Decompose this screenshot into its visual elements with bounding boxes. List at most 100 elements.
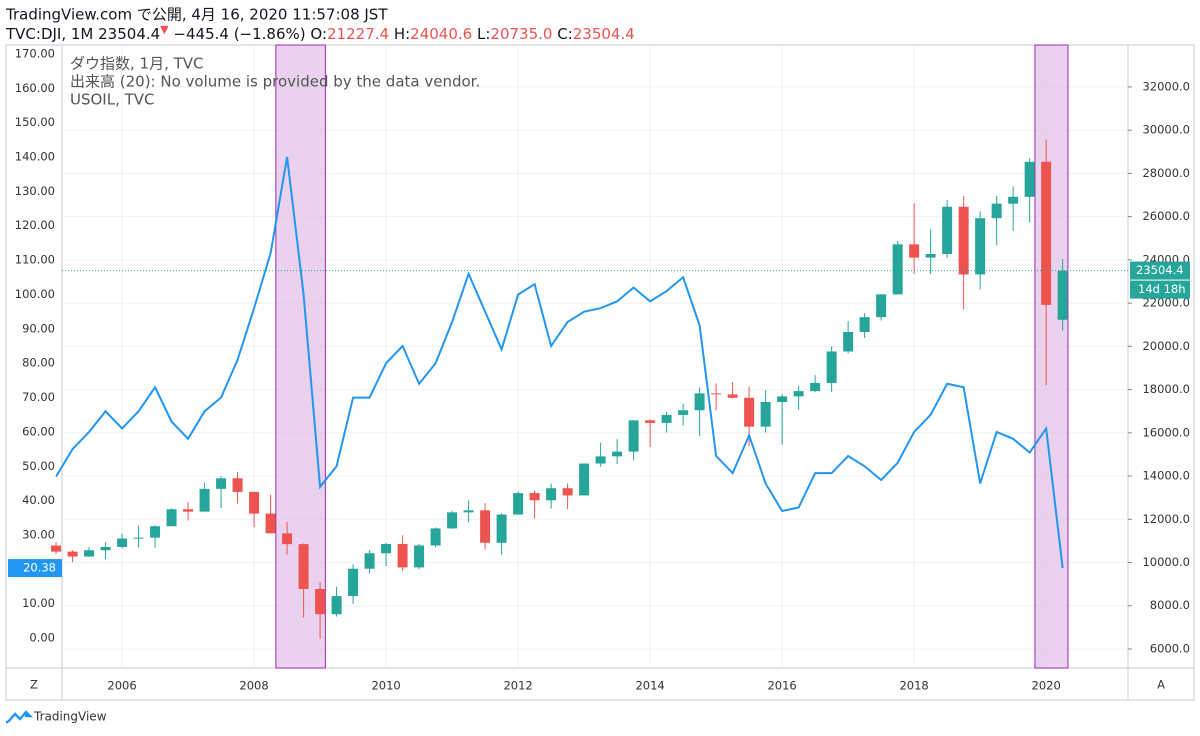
candle-body: [892, 244, 903, 295]
candle-body: [595, 456, 606, 464]
legend-volume: 出来高 (20): No volume is provided by the d…: [70, 73, 480, 91]
candle-body: [925, 254, 936, 258]
l-label: L:: [477, 25, 490, 43]
candle-body: [183, 509, 194, 512]
y2-tick-label: 12000.0: [1142, 512, 1190, 526]
candle-body: [133, 537, 144, 539]
candle-body: [579, 463, 590, 496]
candle-body: [430, 528, 441, 546]
y2-tick-label: 6000.0: [1150, 641, 1190, 655]
y-tick-label: 170.00: [15, 46, 55, 60]
candle-body: [777, 396, 788, 403]
candle-body: [876, 294, 887, 318]
candle-body: [694, 393, 705, 411]
candle-body: [265, 513, 276, 534]
y-tick-label: 80.00: [22, 356, 55, 370]
candle-body: [414, 545, 425, 568]
candle-body: [232, 478, 243, 492]
candle-body: [678, 410, 689, 415]
y2-tick-label: 8000.0: [1150, 598, 1190, 612]
candle-body: [760, 402, 771, 427]
candle-body: [727, 394, 738, 398]
candle-body: [282, 533, 293, 545]
corner-z[interactable]: Z: [30, 678, 38, 692]
y2-tick-label: 14000.0: [1142, 469, 1190, 483]
symbol: TVC:DJI, 1M 23504.4: [5, 25, 160, 43]
y-tick-label: 160.00: [15, 81, 55, 95]
candle-body: [496, 514, 507, 543]
candle-body: [513, 493, 524, 515]
legend-oil: USOIL, TVC: [70, 91, 155, 109]
candle-body: [942, 206, 953, 255]
candle-body: [1041, 161, 1052, 305]
candle-body: [100, 546, 111, 551]
plot: [51, 44, 1128, 669]
candle-body: [529, 493, 540, 501]
oil-last-box: [8, 559, 62, 578]
header-ohlc: TVC:DJI, 1M 23504.4▼ −445.4 (−1.86%) O:2…: [5, 23, 635, 43]
l: 20735.0: [490, 25, 552, 43]
candle-body: [348, 568, 359, 597]
candle-body: [84, 550, 95, 557]
candle-body: [249, 491, 260, 514]
x-tick-label: 2010: [371, 679, 400, 693]
candle-body: [67, 551, 78, 557]
candle-body: [1057, 270, 1068, 320]
candle-body: [793, 391, 804, 397]
y-tick-label: 100.00: [15, 287, 55, 301]
candle-body: [447, 512, 458, 529]
y-tick-label: 40.00: [22, 493, 55, 507]
y2-tick-label: 16000.0: [1142, 425, 1190, 439]
candle-body: [150, 526, 161, 538]
y-tick-label: 90.00: [22, 321, 55, 335]
candle-body: [991, 203, 1002, 219]
candle-body: [315, 588, 326, 615]
candle-body: [826, 351, 837, 383]
candle-body: [645, 420, 656, 423]
candle-body: [909, 244, 920, 258]
logo: [6, 710, 33, 724]
candle-body: [661, 414, 672, 423]
c: 23504.4: [573, 25, 635, 43]
y2-tick-label: 10000.0: [1142, 555, 1190, 569]
header-title: TradingView.com で公開, 4月 16, 2020 11:57:0…: [5, 6, 388, 24]
candle-body: [612, 451, 623, 457]
candle-body: [298, 544, 309, 589]
candle-body: [364, 553, 375, 569]
x-tick-label: 2014: [635, 679, 664, 693]
y-tick-label: 120.00: [15, 218, 55, 232]
y-tick-label: 110.00: [15, 253, 55, 267]
oil-line: [55, 156, 1064, 569]
candle-body: [463, 510, 474, 513]
candle-body: [810, 382, 821, 392]
candle-body: [546, 488, 557, 501]
y-tick-label: 10.00: [22, 596, 55, 610]
last-price-label: 23504.4: [1136, 263, 1184, 277]
candle-body: [397, 543, 408, 568]
c-label: C:: [557, 25, 573, 43]
candle-body: [166, 509, 177, 527]
candle-body: [216, 478, 227, 489]
corner-a[interactable]: A: [1157, 678, 1165, 692]
y-tick-label: 60.00: [22, 424, 55, 438]
candle-body: [744, 397, 755, 427]
x-tick-label: 2006: [107, 679, 136, 693]
x-tick-label: 2016: [767, 679, 796, 693]
arrow: ▼: [160, 23, 169, 36]
y-tick-label: 130.00: [15, 184, 55, 198]
candle-body: [958, 206, 969, 275]
candle-body: [843, 332, 854, 352]
y-tick-label: 140.00: [15, 150, 55, 164]
candle-body: [51, 545, 62, 552]
x-tick-label: 2008: [239, 679, 268, 693]
o: 21227.4: [327, 25, 389, 43]
candle-body: [628, 420, 639, 452]
countdown-box: [1130, 280, 1190, 299]
candle-body: [975, 218, 986, 275]
y-tick-label: 0.00: [29, 631, 55, 645]
candle-body: [859, 317, 870, 333]
candle-body: [1008, 196, 1019, 204]
last-price-box: [1130, 261, 1190, 280]
candle-body: [117, 538, 128, 547]
